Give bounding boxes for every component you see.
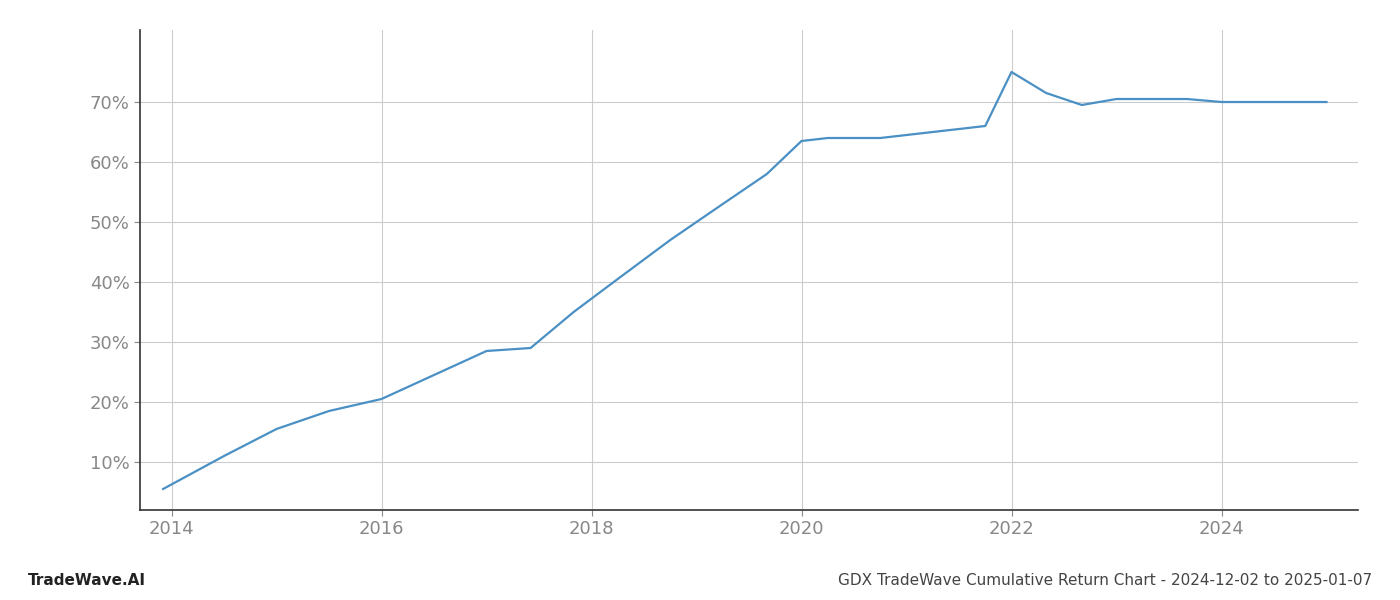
Text: TradeWave.AI: TradeWave.AI: [28, 573, 146, 588]
Text: GDX TradeWave Cumulative Return Chart - 2024-12-02 to 2025-01-07: GDX TradeWave Cumulative Return Chart - …: [837, 573, 1372, 588]
